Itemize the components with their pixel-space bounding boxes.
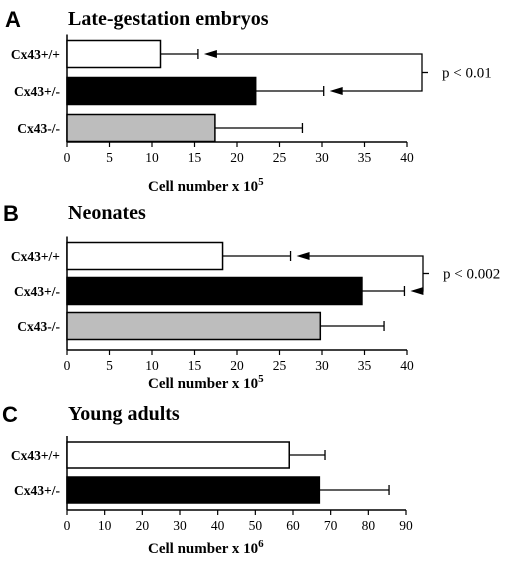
x-tick-label: 15 <box>188 150 202 165</box>
category-label: Cx43+/- <box>14 483 60 498</box>
bar-Cx43+/+ <box>66 241 224 271</box>
x-tick-label: 25 <box>273 358 287 373</box>
x-tick-label: 40 <box>400 358 414 373</box>
bar-Cx43+/- <box>66 76 257 106</box>
chart-panel-a: A Late-gestation embryos 0 5 10 15 20 25 30 35 40 C… <box>5 7 492 195</box>
x-tick-label: 5 <box>106 358 113 373</box>
x-tick-label: 30 <box>315 358 329 373</box>
x-tick-label: 15 <box>188 358 202 373</box>
bar-Cx43+/- <box>66 276 363 306</box>
category-label: Cx43+/+ <box>11 448 60 463</box>
bar-Cx43-/- <box>66 113 216 143</box>
x-axis-title: Cell number x 105 <box>148 176 264 195</box>
significance-label: p < 0.002 <box>443 267 500 283</box>
x-tick-label: 0 <box>64 358 71 373</box>
bar-Cx43-/- <box>66 311 322 341</box>
x-tick-label: 20 <box>230 150 244 165</box>
arrow-head <box>203 50 217 58</box>
category-label: Cx43+/- <box>14 84 60 99</box>
chart-panel-c: C Young adults 0 10 20 30 40 50 60 70 80 90 Cell num… <box>2 402 413 557</box>
x-tick-label: 30 <box>315 150 329 165</box>
x-tick-label: 35 <box>358 150 372 165</box>
category-label: Cx43+/+ <box>11 47 60 62</box>
arrow-head <box>410 287 424 295</box>
category-label: Cx43+/- <box>14 284 60 299</box>
x-tick-label: 20 <box>136 518 150 533</box>
x-axis-exponent: 6 <box>258 538 264 550</box>
x-axis-title: Cell number x 106 <box>148 538 264 557</box>
category-label: Cx43-/- <box>17 121 60 136</box>
x-tick-label: 20 <box>230 358 244 373</box>
x-tick-label: 10 <box>145 358 159 373</box>
category-label: Cx43+/+ <box>11 249 60 264</box>
x-tick-label: 10 <box>98 518 112 533</box>
panel-title: Young adults <box>68 403 180 425</box>
x-tick-label: 90 <box>399 518 413 533</box>
x-tick-label: 5 <box>106 150 113 165</box>
bar-Cx43+/- <box>66 476 321 504</box>
panel-title: Neonates <box>68 202 146 224</box>
panel-letter: B <box>3 201 19 226</box>
x-axis-exponent: 5 <box>258 373 264 385</box>
x-tick-label: 0 <box>64 150 71 165</box>
panel-letter: A <box>5 7 21 32</box>
x-tick-label: 40 <box>211 518 225 533</box>
arrow-head <box>329 87 343 95</box>
panel-title: Late-gestation embryos <box>68 8 269 30</box>
significance-label: p < 0.01 <box>442 66 492 82</box>
x-tick-label: 70 <box>324 518 338 533</box>
category-label: Cx43-/- <box>17 319 60 334</box>
x-axis-exponent: 5 <box>258 176 264 188</box>
x-tick-label: 60 <box>286 518 300 533</box>
bar-Cx43+/+ <box>66 39 162 69</box>
x-tick-label: 25 <box>273 150 287 165</box>
chart-panel-b: B Neonates 0 5 10 15 20 25 30 35 40 Cell number x 1… <box>3 201 500 392</box>
x-tick-label: 0 <box>64 518 71 533</box>
x-tick-label: 40 <box>400 150 414 165</box>
bar-Cx43+/+ <box>66 441 290 469</box>
panel-letter: C <box>2 402 18 427</box>
x-axis-title: Cell number x 105 <box>148 373 264 392</box>
x-tick-label: 50 <box>249 518 263 533</box>
arrow-head <box>296 252 310 260</box>
x-tick-label: 35 <box>358 358 372 373</box>
x-tick-label: 30 <box>173 518 187 533</box>
x-tick-label: 10 <box>145 150 159 165</box>
x-tick-label: 80 <box>362 518 376 533</box>
